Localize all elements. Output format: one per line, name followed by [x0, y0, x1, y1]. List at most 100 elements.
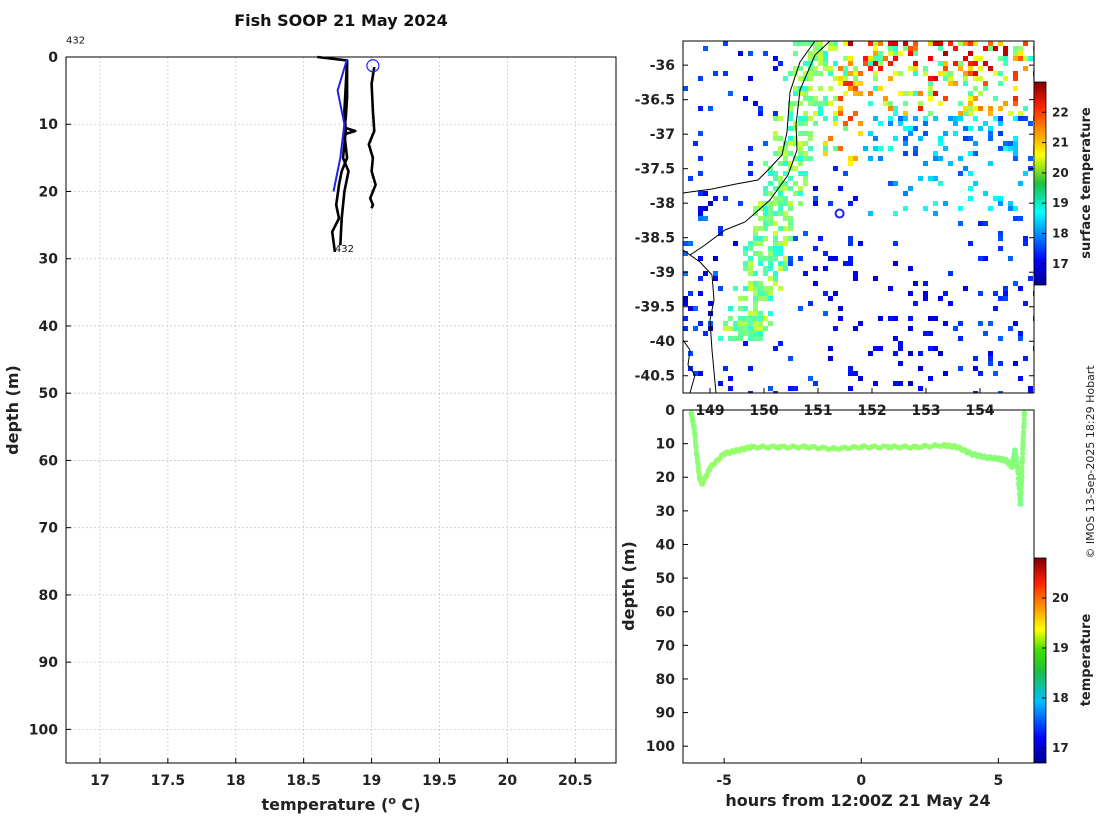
map-sst-cell: [758, 316, 763, 321]
map-sst-cell: [773, 281, 778, 286]
map-shelf-contour: [689, 41, 831, 256]
map-sst-cell: [783, 186, 788, 191]
map-sst-cell: [768, 206, 773, 211]
map-sst-cell: [958, 116, 963, 121]
map-sst-cell: [828, 136, 833, 141]
map-sst-cell: [873, 51, 878, 56]
credit-text: © IMOS 13-Sep-2025 18:29 Hobart: [1084, 365, 1097, 559]
map-sst-cell: [713, 276, 718, 281]
map-sst-cell: [848, 86, 853, 91]
map-sst-cell: [743, 251, 748, 256]
map-sst-cell: [828, 101, 833, 106]
map-sst-cell: [958, 171, 963, 176]
map-sst-cell: [683, 241, 688, 246]
timeseries-y-ticks: 0 10 20 30 40 50 60 70 80 90 100: [646, 403, 688, 755]
map-sst-cell: [698, 206, 703, 211]
map-sst-cell: [828, 71, 833, 76]
map-sst-cell: [878, 146, 883, 151]
map-sst-cell: [913, 41, 918, 46]
map-sst-cell: [808, 131, 813, 136]
map-sst-cell: [788, 176, 793, 181]
map-sst-cell: [988, 126, 993, 131]
map-sst-cell: [703, 46, 708, 51]
map-lat-tick-label: -37: [650, 127, 675, 143]
map-sst-cell: [823, 151, 828, 156]
timeseries-point: [940, 442, 947, 449]
map-sst-cell: [808, 56, 813, 61]
map-sst-cell: [828, 256, 833, 261]
map-sst-cell: [768, 321, 773, 326]
profile-y-label: depth (m): [3, 365, 22, 455]
map-sst-cell: [1013, 146, 1018, 151]
map-sst-cell: [943, 76, 948, 81]
map-sst-cell: [763, 271, 768, 276]
map-sst-cell: [843, 91, 848, 96]
map-sst-cell: [803, 96, 808, 101]
map-sst-cell: [798, 171, 803, 176]
map-sst-cell: [798, 201, 803, 206]
map-sst-cell: [788, 201, 793, 206]
profile-y-tick-label: 30: [39, 252, 59, 268]
profile-x-tick-label: 18.5: [286, 773, 321, 789]
map-sst-cell: [938, 71, 943, 76]
map-sst-cell: [808, 376, 813, 381]
map-sst-cell: [973, 141, 978, 146]
map-sst-cell: [698, 156, 703, 161]
map-sst-cell: [788, 111, 793, 116]
map-sst-cell: [853, 156, 858, 161]
map-sst-cell: [713, 256, 718, 261]
map-sst-cell: [783, 161, 788, 166]
map-sst-cell: [983, 121, 988, 126]
map-sst-cell: [818, 111, 823, 116]
map-sst-cell: [943, 51, 948, 56]
map-sst-cell: [778, 191, 783, 196]
map-sst-cell: [853, 271, 858, 276]
timeseries-y-tick-label: 50: [656, 571, 676, 587]
map-sst-cell: [743, 286, 748, 291]
map-sst-cell: [778, 176, 783, 181]
map-sst-cell: [958, 101, 963, 106]
map-sst-cell: [928, 41, 933, 46]
map-sst-cell: [693, 306, 698, 311]
map-sst-cell: [778, 241, 783, 246]
map-sst-cell: [888, 41, 893, 46]
map-sst-cell: [788, 236, 793, 241]
map-sst-cell: [688, 291, 693, 296]
map-sst-cell: [973, 76, 978, 81]
map-sst-cell: [963, 111, 968, 116]
profile-y-tick-label: 40: [39, 319, 59, 335]
map-sst-cell: [703, 191, 708, 196]
map-sst-cell: [738, 336, 743, 341]
profile-y-tick-label: 10: [39, 117, 59, 133]
map-sst-cell: [958, 66, 963, 71]
map-sst-cell: [958, 156, 963, 161]
map-lat-tick-label: -37.5: [635, 162, 675, 178]
timeseries-points: [688, 410, 1028, 507]
map-lat-tick-label: -40.5: [635, 369, 675, 385]
map-sst-cell: [988, 41, 993, 46]
map-sst-cell: [813, 96, 818, 101]
map-sst-cell: [788, 161, 793, 166]
map-sst-cell: [723, 326, 728, 331]
timeseries-point: [1020, 429, 1027, 435]
map-sst-cell: [968, 106, 973, 111]
profile-annotation-label: 432: [335, 244, 354, 255]
map-sst-cell: [953, 46, 958, 51]
map-sst-cell: [803, 76, 808, 81]
map-sst-cell: [1023, 116, 1028, 121]
map-sst-cell: [683, 301, 688, 306]
map-sst-cell: [1028, 56, 1033, 61]
map-sst-cell: [908, 351, 913, 356]
map-tasmania-coast: [683, 249, 717, 393]
map-sst-cell: [928, 176, 933, 181]
map-sst-cell: [923, 121, 928, 126]
timeseries-point: [691, 424, 697, 430]
map-sst-cell: [808, 61, 813, 66]
map-sst-cell: [858, 241, 863, 246]
map-sst-cell: [923, 161, 928, 166]
map-sst-cell: [753, 296, 758, 301]
map-sst-cell: [848, 366, 853, 371]
map-sst-cell: [968, 91, 973, 96]
map-sst-cell: [873, 276, 878, 281]
map-sst-cell: [913, 281, 918, 286]
